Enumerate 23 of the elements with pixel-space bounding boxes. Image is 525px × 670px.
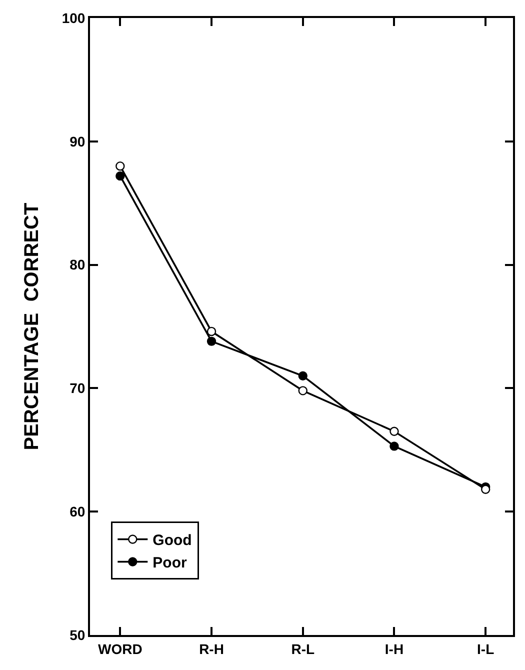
legend-label: Good <box>152 532 192 550</box>
y-tick-label: 100 <box>62 10 86 26</box>
point <box>480 484 490 494</box>
point <box>298 386 308 396</box>
point <box>298 371 308 380</box>
point <box>116 171 125 181</box>
point <box>116 161 125 171</box>
y-tick-label: 90 <box>70 133 86 150</box>
x-tick-label: R-H <box>199 640 224 657</box>
x-tick-label: R-L <box>291 640 315 657</box>
y-tick-label: 80 <box>70 256 86 273</box>
x-tick-label: WORD <box>98 640 142 657</box>
point <box>390 426 399 436</box>
x-tick-label: I-H <box>384 640 404 657</box>
point <box>206 326 216 336</box>
legend-label: Poor <box>152 554 187 572</box>
y-tick-label: 60 <box>70 504 86 520</box>
point <box>206 336 216 346</box>
x-tick-label: I-L <box>477 640 495 657</box>
y-tick-label: 50 <box>70 626 86 643</box>
y-axis-title: PERCENTAGE CORRECT <box>20 202 43 450</box>
point <box>390 442 399 451</box>
y-tick-label: 70 <box>70 380 86 396</box>
